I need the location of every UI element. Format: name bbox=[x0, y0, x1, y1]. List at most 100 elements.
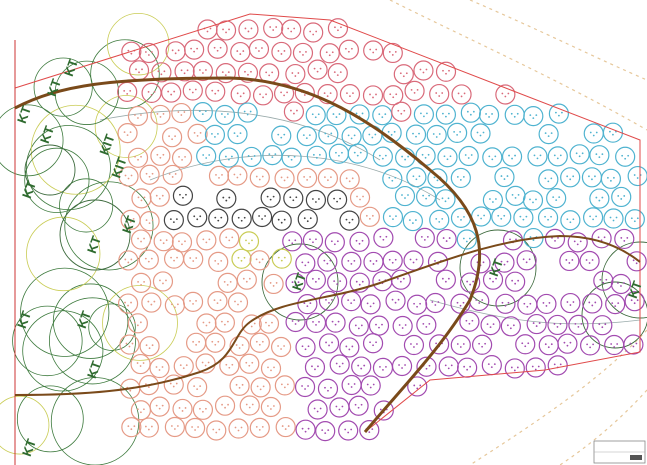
shrub bbox=[383, 85, 404, 106]
shrub-dot bbox=[598, 199, 601, 202]
shrub-dot bbox=[388, 258, 391, 261]
shrub-dot bbox=[220, 320, 223, 323]
shrub bbox=[219, 228, 240, 249]
shrub-dot bbox=[382, 369, 384, 371]
tree-canopy bbox=[88, 303, 136, 351]
shrub-dot bbox=[156, 153, 159, 156]
plant-label: KT bbox=[119, 214, 139, 235]
shrub-dot bbox=[291, 242, 294, 245]
shrub-dot bbox=[306, 220, 309, 223]
shrub-dot bbox=[522, 258, 525, 261]
shrub-dot bbox=[238, 347, 241, 349]
shrub-dot bbox=[173, 428, 176, 430]
plant-label: KT bbox=[84, 234, 104, 255]
shrub-dot bbox=[192, 302, 194, 305]
shrub bbox=[548, 103, 570, 124]
shrub-dot bbox=[492, 280, 494, 283]
shrub bbox=[459, 311, 480, 332]
shrub-dot bbox=[395, 93, 398, 96]
shrub-dot bbox=[123, 131, 126, 134]
shrub bbox=[149, 186, 170, 207]
shrub-dot bbox=[286, 383, 289, 386]
shrub-dot bbox=[221, 173, 223, 176]
shrub-dot bbox=[445, 240, 448, 242]
shrub-dot bbox=[316, 410, 319, 413]
shrub bbox=[515, 334, 536, 355]
shrub bbox=[227, 165, 248, 186]
shrub-dot bbox=[378, 113, 381, 116]
shrub-dot bbox=[277, 218, 280, 221]
shrub-dot bbox=[347, 259, 350, 262]
shrub bbox=[171, 232, 193, 253]
shrub-dot bbox=[507, 92, 510, 95]
shrub-dot bbox=[592, 343, 595, 346]
shrub-dot bbox=[615, 216, 618, 219]
shrub-dot bbox=[330, 386, 332, 389]
shrub bbox=[215, 63, 236, 84]
shrub bbox=[413, 104, 435, 125]
shrub bbox=[297, 167, 318, 189]
shrub-dot bbox=[162, 282, 164, 285]
shrub bbox=[295, 419, 316, 440]
shrub-dot bbox=[235, 383, 238, 386]
plant-label: KT bbox=[19, 437, 39, 458]
shrub-dot bbox=[341, 362, 344, 365]
shrub-dot bbox=[255, 175, 258, 178]
shrub-dot bbox=[469, 365, 472, 368]
shrub-dot bbox=[405, 72, 408, 75]
shrub-dot bbox=[388, 176, 391, 179]
shrub bbox=[172, 185, 194, 206]
shrub-dot bbox=[330, 240, 333, 243]
shrub bbox=[229, 375, 250, 396]
shrub-dot bbox=[195, 343, 198, 346]
shrub-dot bbox=[251, 239, 253, 242]
shrub-dot bbox=[532, 201, 534, 204]
shrub-dot bbox=[242, 277, 245, 280]
shrub-dot bbox=[171, 176, 174, 178]
shrub-dot bbox=[369, 260, 372, 262]
shrub-dot bbox=[554, 239, 556, 242]
shrub-dot bbox=[185, 364, 188, 367]
shrub-dot bbox=[323, 259, 326, 262]
shrub-dot bbox=[133, 321, 136, 324]
shrub-dot bbox=[544, 343, 547, 346]
shrub bbox=[274, 168, 295, 189]
shrub-dot bbox=[334, 323, 337, 326]
shrub-dot bbox=[172, 221, 175, 224]
shrub-dot bbox=[577, 326, 580, 328]
shrub-dot bbox=[326, 262, 329, 265]
shrub-dot bbox=[249, 110, 252, 113]
shrub bbox=[494, 166, 515, 188]
shrub-dot bbox=[341, 405, 344, 408]
shrub bbox=[150, 145, 171, 166]
shrub-dot bbox=[168, 173, 171, 175]
shrub-dot bbox=[223, 280, 226, 283]
shrub bbox=[208, 208, 229, 229]
shrub-dot bbox=[193, 215, 196, 218]
shrub-dot bbox=[220, 216, 223, 219]
shrub-dot bbox=[469, 283, 472, 286]
tree-canopy bbox=[33, 57, 93, 117]
plant-label: KT bbox=[61, 57, 81, 78]
shrub-dot bbox=[378, 326, 380, 329]
walk bbox=[149, 155, 441, 201]
shrub-dot bbox=[153, 300, 156, 303]
shrub-dot bbox=[569, 178, 572, 181]
shrub bbox=[359, 206, 380, 227]
shrub bbox=[184, 417, 206, 439]
shrub-dot bbox=[372, 344, 374, 347]
shrub-dot bbox=[448, 237, 451, 239]
shrub-dot bbox=[141, 68, 143, 71]
shrub bbox=[427, 251, 449, 272]
shrub-dot bbox=[419, 68, 422, 71]
shrub-dot bbox=[331, 51, 334, 54]
shrub-dot bbox=[435, 217, 438, 220]
shrub-dot bbox=[336, 240, 339, 243]
shrub bbox=[592, 315, 613, 336]
shrub-dot bbox=[347, 383, 350, 385]
shrub-dot bbox=[529, 236, 532, 238]
shrub-dot bbox=[433, 176, 436, 179]
shrub-dot bbox=[418, 132, 420, 135]
shrub-dot bbox=[190, 47, 193, 50]
shrub-dot bbox=[231, 363, 234, 366]
